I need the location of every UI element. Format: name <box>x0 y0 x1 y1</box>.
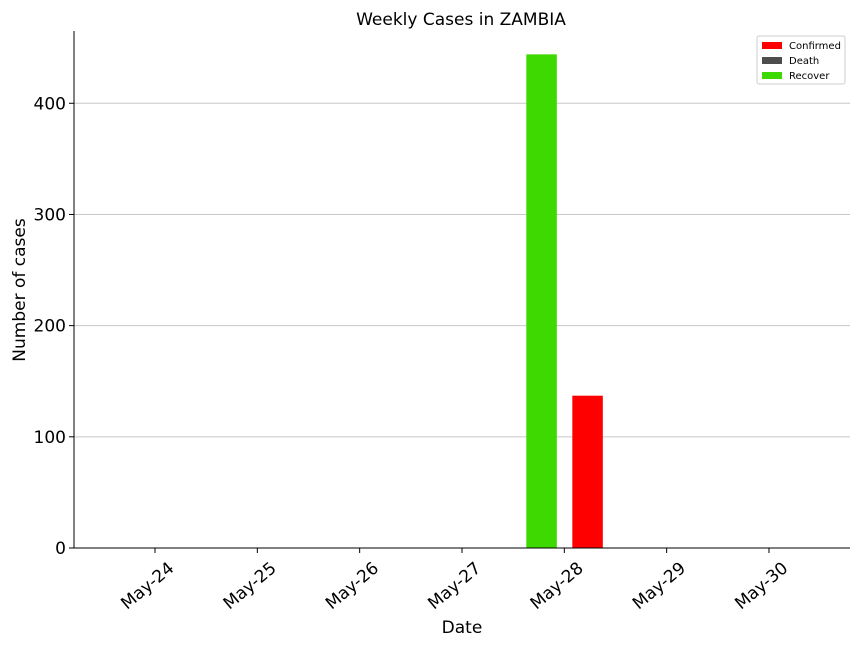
y-tick-label: 200 <box>34 317 66 337</box>
bar-recover-4 <box>526 54 557 548</box>
legend-label-death: Death <box>789 56 819 67</box>
legend: Confirmed Death Recover <box>756 35 846 85</box>
x-tick-label: May-27 <box>424 558 485 614</box>
y-axis-label: Number of cases <box>10 218 30 362</box>
x-tick-label: May-28 <box>527 558 588 614</box>
y-tick-label: 300 <box>34 205 66 225</box>
x-tick-label: May-24 <box>117 558 178 614</box>
gridlines <box>74 102 850 438</box>
y-tick-label: 400 <box>34 94 66 114</box>
legend-swatch-recover <box>762 72 782 79</box>
y-tick-label: 100 <box>34 428 66 448</box>
chart-title: Weekly Cases in ZAMBIA <box>356 10 566 30</box>
x-tick-label: May-29 <box>629 558 690 614</box>
x-tick-label: May-26 <box>322 558 383 614</box>
x-tick-label: May-25 <box>220 558 281 614</box>
x-tick-label: May-30 <box>731 558 792 614</box>
bar-confirmed-4 <box>572 395 603 548</box>
y-ticks: 0 100 200 300 400 <box>34 94 74 559</box>
x-axis-label: Date <box>442 618 483 638</box>
legend-swatch-death <box>762 57 782 64</box>
y-tick-label: 0 <box>55 539 66 559</box>
legend-label-confirmed: Confirmed <box>789 41 841 52</box>
bars <box>526 54 603 548</box>
legend-label-recover: Recover <box>789 71 830 82</box>
legend-swatch-confirmed <box>762 42 782 49</box>
x-ticks: May-24 May-25 May-26 May-27 May-28 May-29 May-… <box>117 548 792 614</box>
